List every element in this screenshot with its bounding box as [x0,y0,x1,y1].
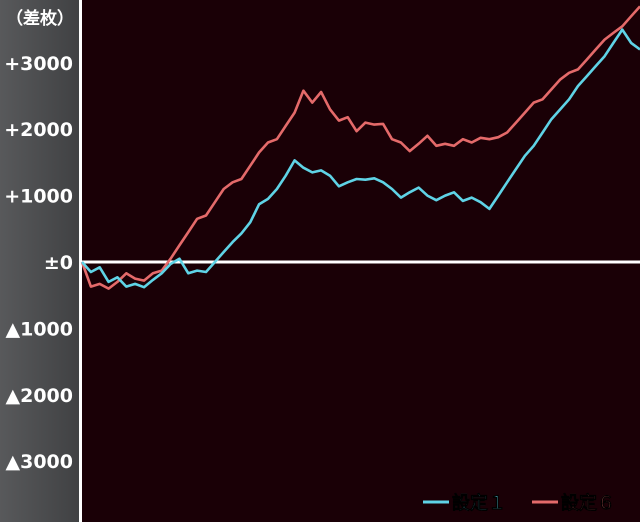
y-tick-label: ±0 [44,252,73,274]
y-tick-label: ▲2000 [6,385,74,407]
unit-label: （差枚） [6,8,74,29]
y-tick-labels: +3000 +2000 +1000 ±0 ▲1000 ▲2000 ▲3000 [4,53,73,473]
y-tick-label: ▲3000 [6,451,74,473]
legend-label-2: 設定６ [561,492,615,514]
y-tick-label: +3000 [4,53,73,75]
axis-label-panel [0,0,80,522]
legend: 設定１ 設定６ [423,492,615,514]
y-tick-label: +1000 [4,186,73,208]
series-line-1 [81,28,640,289]
legend-label-1: 設定１ [452,492,506,514]
y-tick-label: ▲1000 [6,318,74,340]
series-lines [80,5,640,290]
y-tick-label: +2000 [4,119,73,141]
series-line-2 [80,5,640,290]
